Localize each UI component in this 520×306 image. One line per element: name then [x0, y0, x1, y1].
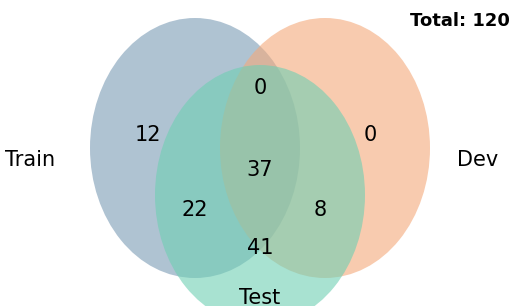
Text: 8: 8 — [314, 200, 327, 220]
Ellipse shape — [155, 65, 365, 306]
Text: Dev: Dev — [458, 150, 499, 170]
Text: 12: 12 — [135, 125, 161, 145]
Text: 0: 0 — [253, 78, 267, 98]
Text: 22: 22 — [182, 200, 208, 220]
Text: Total: 120: Total: 120 — [410, 12, 510, 30]
Text: 41: 41 — [247, 238, 273, 258]
Text: 37: 37 — [247, 160, 273, 180]
Text: 0: 0 — [363, 125, 376, 145]
Ellipse shape — [90, 18, 300, 278]
Ellipse shape — [220, 18, 430, 278]
Text: Test: Test — [239, 288, 281, 306]
Text: Train: Train — [5, 150, 55, 170]
